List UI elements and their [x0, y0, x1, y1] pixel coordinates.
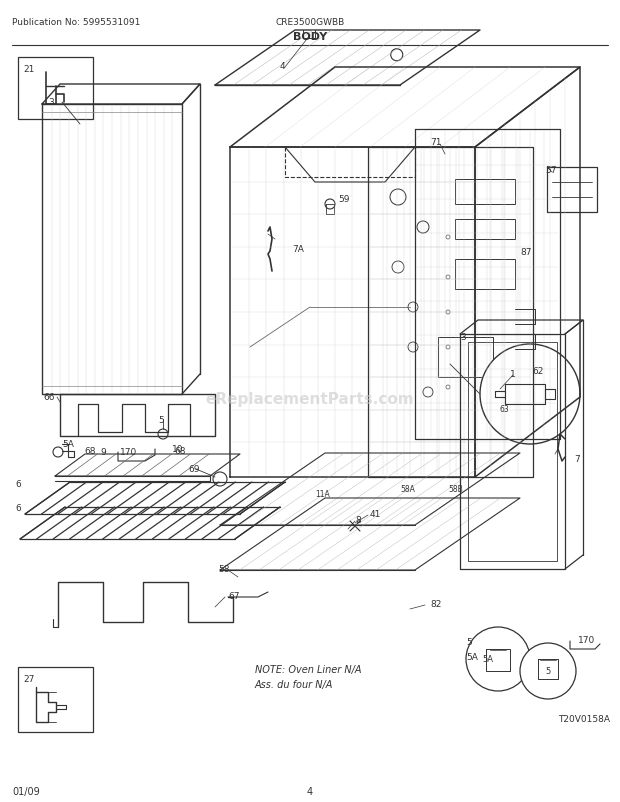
- Text: 5: 5: [466, 638, 472, 646]
- Text: BODY: BODY: [293, 32, 327, 42]
- Text: 62: 62: [532, 367, 543, 375]
- Text: 170: 170: [578, 635, 595, 644]
- Text: 170: 170: [120, 448, 137, 456]
- Text: 6: 6: [15, 504, 20, 512]
- Text: 1: 1: [510, 370, 516, 379]
- Text: 5A: 5A: [482, 654, 494, 664]
- Text: 71: 71: [430, 138, 441, 147]
- Text: 69: 69: [188, 464, 200, 473]
- Text: 3: 3: [48, 98, 54, 107]
- Text: 6: 6: [15, 480, 20, 488]
- Text: 4: 4: [307, 786, 313, 796]
- Text: 68: 68: [174, 447, 186, 456]
- Bar: [455, 220, 515, 240]
- Text: 58: 58: [218, 565, 229, 573]
- Text: 21: 21: [23, 65, 34, 74]
- Text: 63: 63: [500, 404, 510, 414]
- Text: T20V0158A: T20V0158A: [558, 714, 610, 723]
- Bar: [438, 338, 493, 378]
- Text: NOTE: Oven Liner N/A: NOTE: Oven Liner N/A: [255, 664, 361, 674]
- Text: 58B: 58B: [448, 484, 463, 493]
- Text: 82: 82: [430, 599, 441, 608]
- Text: 27: 27: [23, 674, 34, 683]
- Text: 67: 67: [228, 591, 239, 600]
- Text: 5A: 5A: [62, 439, 74, 448]
- Text: CRE3500GWBB: CRE3500GWBB: [275, 18, 345, 27]
- Bar: [18, 667, 93, 732]
- Bar: [468, 342, 557, 561]
- Circle shape: [466, 627, 530, 691]
- Text: 8: 8: [355, 516, 361, 525]
- Text: Ass. du four N/A: Ass. du four N/A: [255, 679, 334, 689]
- Bar: [455, 260, 515, 290]
- Text: 9: 9: [100, 448, 106, 456]
- Circle shape: [480, 345, 580, 444]
- Text: Publication No: 5995531091: Publication No: 5995531091: [12, 18, 140, 27]
- Text: 58A: 58A: [400, 484, 415, 493]
- Text: 7: 7: [574, 455, 580, 464]
- Bar: [547, 168, 597, 213]
- Circle shape: [520, 643, 576, 699]
- Text: 7A: 7A: [292, 245, 304, 253]
- Text: 5: 5: [158, 415, 164, 424]
- Bar: [455, 180, 515, 205]
- Text: 11A: 11A: [315, 489, 330, 498]
- Text: 59: 59: [338, 195, 350, 204]
- Text: 41: 41: [370, 509, 381, 518]
- Text: 10: 10: [172, 444, 184, 453]
- Text: 4: 4: [280, 62, 286, 71]
- Text: 66: 66: [43, 392, 55, 402]
- Text: 01/09: 01/09: [12, 786, 40, 796]
- Text: 5A: 5A: [466, 652, 478, 661]
- Text: eReplacementParts.com: eReplacementParts.com: [206, 392, 414, 407]
- Text: 87: 87: [520, 248, 531, 257]
- Text: 5: 5: [546, 666, 551, 675]
- Text: 57: 57: [545, 166, 557, 175]
- Bar: [18, 58, 93, 119]
- Text: 68: 68: [84, 447, 95, 456]
- Text: 3: 3: [460, 333, 466, 342]
